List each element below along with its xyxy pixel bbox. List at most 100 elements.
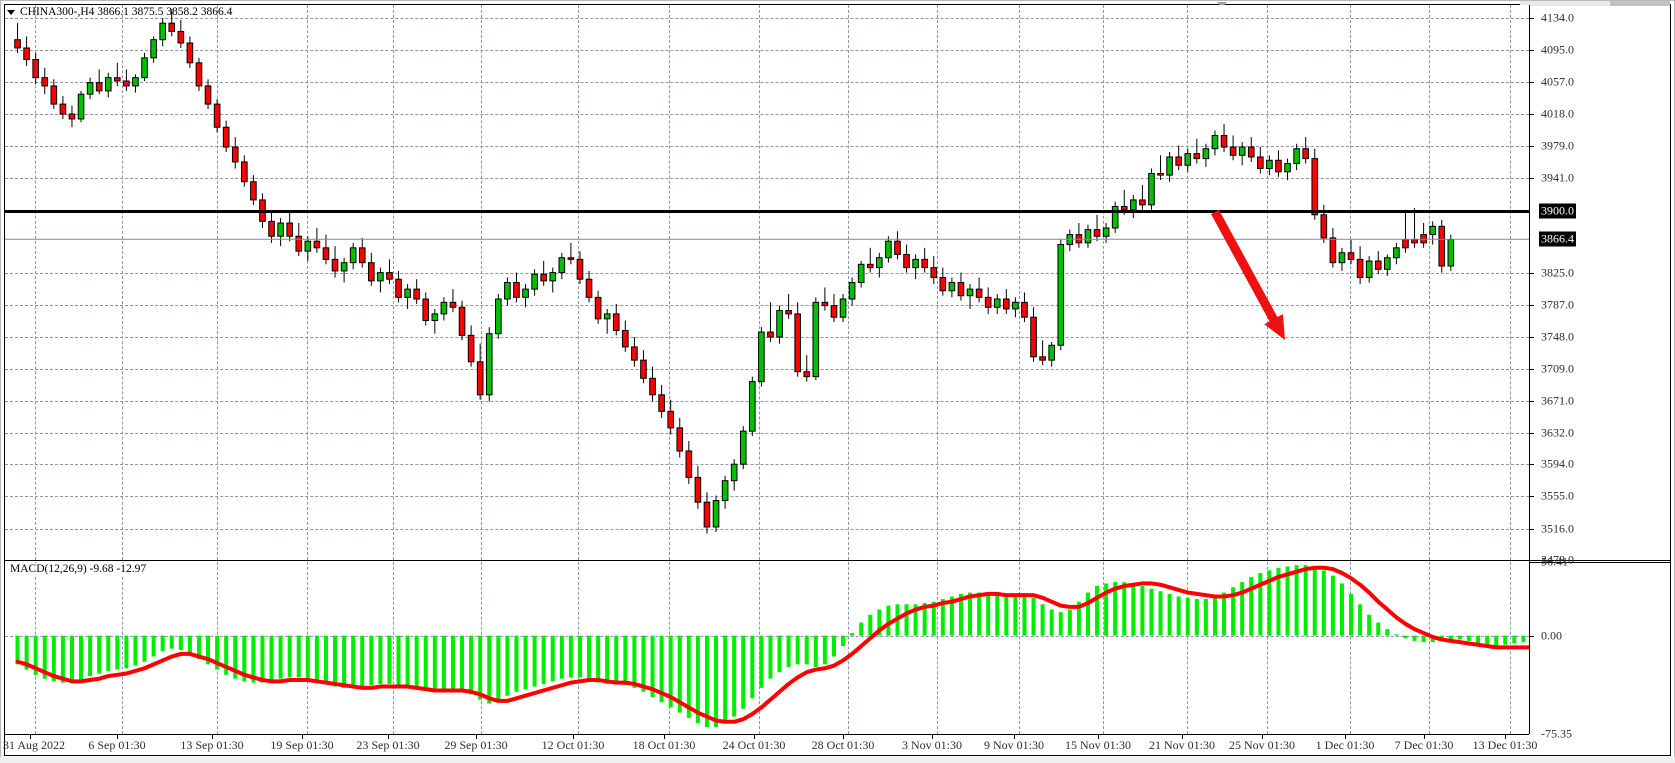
time-axis-tick [212,735,213,739]
macd-histogram-bar [1403,635,1408,639]
price-axis-label[interactable]: 3671.0 [1541,393,1574,408]
horizontal-scrollbar[interactable] [1520,1,1670,6]
time-axis-tick [754,735,755,739]
price-axis-label[interactable]: 3900.0 [1539,203,1576,219]
time-axis-tick [1262,735,1263,739]
candle-body [1039,356,1046,361]
candle-body [1130,199,1137,211]
gridline-vertical [937,5,938,560]
candle-body [395,278,402,298]
price-axis-label[interactable]: 4018.0 [1541,106,1574,121]
gridline-vertical [578,5,579,560]
price-axis-label[interactable]: 4057.0 [1541,74,1574,89]
gridline-vertical [1103,5,1104,560]
macd-histogram-bar [505,635,510,696]
price-axis-labels[interactable]: 4134.0 4095.0 4057.0 4018.0 3979.0 3941.0 3900… [1531,0,1671,763]
gridline-vertical [1187,562,1188,734]
chevron-down-icon[interactable] [7,9,15,15]
time-axis-label[interactable]: 15 Nov 01:30 [1065,738,1131,752]
candle-body [667,410,674,429]
candle-body [1057,244,1065,346]
macd-histogram-bar [405,635,410,687]
time-axis-label[interactable]: 21 Nov 01:30 [1149,738,1215,752]
price-axis-label[interactable]: 3748.0 [1541,329,1574,344]
time-axis-label[interactable]: 25 Nov 01:30 [1229,738,1295,752]
time-axis-tick [302,735,303,739]
time-axis-label[interactable]: 31 Aug 2022 [3,738,66,752]
macd-histogram-bar [269,635,274,682]
macd-histogram-bar [1285,566,1290,636]
candle-body [1102,227,1110,237]
time-axis-label[interactable]: 13 Sep 01:30 [180,738,244,752]
macd-histogram-bar [1158,591,1163,636]
macd-histogram-bar [1303,565,1308,636]
time-axis-label[interactable]: 6 Sep 01:30 [88,738,146,752]
time-axis-label[interactable]: 13 Dec 01:30 [1472,738,1538,752]
scrollbar-thumb[interactable] [1610,1,1670,6]
time-axis-label[interactable]: 24 Oct 01:30 [722,738,786,752]
price-axis-label[interactable]: 4134.0 [1541,10,1574,25]
candle-body [485,333,493,396]
macd-chart-pane[interactable] [5,562,1529,734]
macd-axis-tick [1529,635,1534,637]
macd-axis-label[interactable]: 0.00 [1541,628,1562,643]
price-chart-pane[interactable] [5,5,1529,560]
time-axis-label[interactable]: 29 Sep 01:30 [444,738,508,752]
time-axis-label[interactable]: 19 Sep 01:30 [270,738,334,752]
macd-histogram-bar [750,635,755,699]
candle-body [304,240,312,252]
macd-axis-label[interactable]: -75.35 [1541,726,1572,741]
gridline-vertical [217,5,218,560]
price-axis-label[interactable]: 3478.0 [1541,552,1574,567]
candle-body [1120,206,1128,211]
time-axis-label[interactable]: 12 Oct 01:30 [541,738,605,752]
price-axis-label[interactable]: 3516.0 [1541,521,1574,536]
price-axis-label[interactable]: 3979.0 [1541,138,1574,153]
time-axis-labels[interactable]: 31 Aug 2022 6 Sep 01:30 13 Sep 01:30 19 Sep… [0,738,1537,760]
candle-body [939,277,947,292]
macd-histogram-bar [596,635,601,683]
macd-histogram-bar [1521,635,1526,643]
macd-histogram-bar [169,635,174,649]
macd-axis-label[interactable]: 56.41 [1541,554,1568,569]
macd-histogram-bar [1249,576,1254,636]
price-axis-label[interactable]: 3787.0 [1541,297,1574,312]
candle-body [984,296,992,308]
price-axis-label[interactable]: 3594.0 [1541,456,1574,471]
time-axis-label[interactable]: 1 Dec 01:30 [1315,738,1375,752]
candle-body [676,427,684,452]
macd-histogram-bar [641,635,646,692]
price-axis-label[interactable]: 3825.0 [1541,265,1574,280]
gridline-horizontal [5,337,1529,338]
gridline-vertical [1103,562,1104,734]
down-arrow-annotation[interactable] [1211,209,1285,340]
macd-histogram-bar [287,635,292,678]
candle-body [186,42,194,64]
macd-histogram-bar [142,635,147,662]
time-axis-label[interactable]: 18 Oct 01:30 [632,738,696,752]
price-axis-label[interactable]: 3632.0 [1541,425,1574,440]
time-axis-label[interactable]: 9 Nov 01:30 [984,738,1044,752]
price-axis-label[interactable]: 3709.0 [1541,361,1574,376]
price-axis-label[interactable]: 4095.0 [1541,42,1574,57]
macd-histogram-bar [1031,597,1036,636]
candle-body [1257,156,1264,170]
candle-body [1003,298,1010,310]
price-axis-label[interactable]: 3941.0 [1541,170,1574,185]
price-axis-tick [1529,496,1534,498]
candle-body [23,47,30,61]
price-axis-label[interactable]: 3866.4 [1539,231,1576,247]
time-axis-label[interactable]: 3 Nov 01:30 [902,738,962,752]
time-axis-label[interactable]: 23 Sep 01:30 [356,738,420,752]
time-axis-label[interactable]: 7 Dec 01:30 [1394,738,1454,752]
macd-histogram-bar [577,635,582,678]
gridline-horizontal [5,177,1529,179]
time-axis-label[interactable]: 28 Oct 01:30 [811,738,875,752]
macd-histogram-bar [1485,635,1490,647]
price-axis-label[interactable]: 3555.0 [1541,488,1574,503]
candle-body [449,301,457,308]
macd-histogram-bar [1004,596,1009,636]
macd-histogram-bar [677,635,682,713]
macd-histogram-bar [278,635,283,679]
macd-histogram-bar [523,635,528,690]
